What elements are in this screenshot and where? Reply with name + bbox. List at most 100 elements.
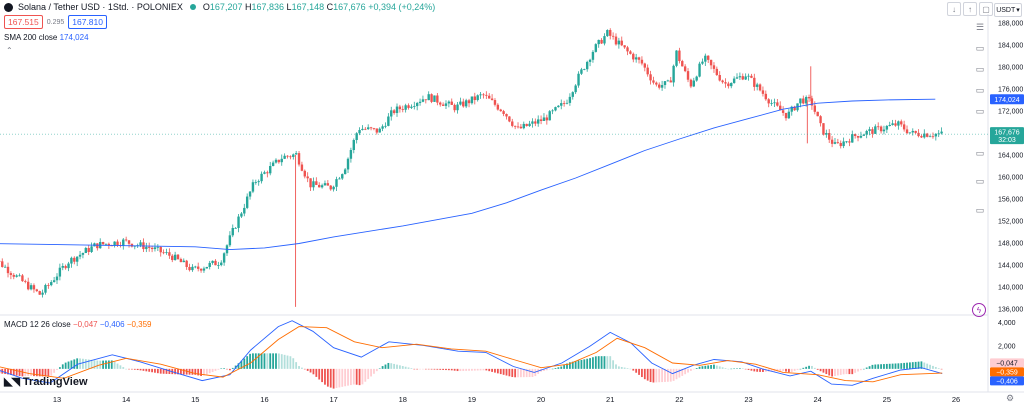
- macd-histogram-bar: [35, 368, 38, 377]
- macd-histogram-bar: [295, 362, 298, 369]
- candle-body: [24, 281, 27, 282]
- candle-body: [1, 261, 4, 267]
- high-key: H: [244, 2, 252, 12]
- candle-body: [802, 98, 805, 104]
- macd-line-badge-label: −0,406: [996, 378, 1018, 385]
- low-key: L: [286, 2, 292, 12]
- sell-button[interactable]: 167.515: [4, 15, 43, 29]
- move-up-icon[interactable]: ↑: [963, 2, 977, 16]
- buy-button[interactable]: 167.810: [68, 15, 107, 29]
- macd-histogram-bar: [214, 368, 217, 371]
- object-tree-icon[interactable]: ☰: [975, 22, 985, 32]
- candle-body: [485, 94, 488, 96]
- macd-histogram-bar: [41, 368, 44, 377]
- candle-body: [871, 129, 874, 134]
- macd-histogram-bar: [718, 366, 721, 369]
- candle-body: [202, 268, 206, 271]
- move-down-icon[interactable]: ↓: [947, 2, 961, 16]
- macd-histogram-bar: [200, 368, 202, 377]
- time-tick-label: 25: [883, 395, 891, 404]
- calendar-icon[interactable]: ▭: [975, 106, 985, 116]
- macd-histogram-bar: [785, 368, 787, 372]
- data-window-icon[interactable]: ▭: [975, 176, 985, 186]
- notifications-icon[interactable]: ▭: [975, 205, 985, 215]
- macd-histogram-bar: [897, 363, 900, 369]
- chart-header: Solana / Tether USD · 1Std. · POLONIEX O…: [4, 2, 435, 12]
- macd-histogram-bar: [393, 363, 396, 369]
- candle-body: [329, 185, 332, 190]
- macd-histogram-bar: [350, 368, 352, 386]
- macd-histogram-bar: [73, 359, 76, 369]
- candle-body: [479, 94, 482, 96]
- macd-histogram-bar: [84, 359, 87, 369]
- currency-select[interactable]: USDT ▾: [994, 3, 1022, 17]
- candle-body: [580, 69, 583, 74]
- macd-histogram-bar: [47, 368, 50, 377]
- candle-body: [634, 57, 638, 60]
- candle-body: [597, 39, 600, 45]
- lightning-icon[interactable]: ϟ: [972, 303, 986, 317]
- alert-list-icon[interactable]: ▭: [975, 64, 985, 74]
- macd-histogram-bar: [21, 368, 24, 377]
- collapse-legend-icon[interactable]: ⌃: [6, 46, 13, 55]
- candle-body: [277, 159, 281, 163]
- macd-histogram-bar: [615, 364, 617, 369]
- candle-body: [522, 123, 525, 129]
- candle-body: [222, 253, 226, 263]
- candle-body: [38, 291, 41, 295]
- time-tick-label: 26: [952, 395, 960, 404]
- macd-histogram-bar: [623, 367, 626, 369]
- candle-body: [352, 140, 355, 151]
- macd-histogram-bar: [151, 368, 153, 373]
- macd-histogram-bar: [30, 368, 32, 376]
- macd-histogram-bar: [606, 356, 609, 369]
- macd-histogram-bar: [321, 368, 323, 383]
- candle-body: [698, 63, 701, 77]
- candle-body: [50, 282, 53, 286]
- candle-body: [81, 252, 85, 255]
- candle-body: [139, 242, 142, 246]
- candle-body: [724, 82, 727, 84]
- macd-histogram-bar: [15, 368, 18, 376]
- candle-body: [911, 130, 914, 133]
- candle-body: [185, 260, 188, 267]
- candle-body: [338, 178, 341, 180]
- gear-icon[interactable]: ⚙: [1006, 393, 1015, 403]
- sma-legend[interactable]: SMA 200 close 174,024: [4, 33, 89, 42]
- macd-histogram-bar: [156, 368, 159, 374]
- macd-histogram-bar: [911, 362, 914, 369]
- watchlist-icon[interactable]: ▭: [975, 43, 985, 53]
- macd-histogram-bar: [58, 367, 61, 369]
- macd-histogram-bar: [831, 368, 833, 377]
- macd-histogram-bar: [422, 368, 424, 370]
- macd-histogram-bar: [482, 368, 485, 371]
- macd-histogram-bar: [511, 368, 514, 378]
- maximize-icon[interactable]: ▢: [979, 2, 993, 16]
- macd-histogram-bar: [119, 365, 122, 369]
- candle-body: [196, 266, 200, 269]
- macd-histogram-bar: [303, 368, 306, 370]
- candle-body: [629, 51, 632, 54]
- sma-line: [0, 98, 936, 251]
- candle-body: [217, 265, 220, 266]
- macd-histogram-bar: [681, 368, 684, 376]
- candle-body: [205, 266, 209, 269]
- symbol-title[interactable]: Solana / Tether USD · 1Std. · POLONIEX: [18, 2, 183, 12]
- candle-body: [430, 94, 433, 102]
- macd-histogram-bar: [687, 368, 689, 373]
- candle-body: [58, 267, 62, 277]
- macd-histogram-bar: [249, 353, 251, 369]
- candle-body: [476, 95, 479, 101]
- candle-body: [536, 119, 540, 124]
- candle-body: [444, 103, 448, 106]
- ideas-icon[interactable]: ▭: [975, 148, 985, 158]
- macd-histogram-bar: [191, 368, 194, 375]
- news-icon[interactable]: ▭: [975, 85, 985, 95]
- macd-legend[interactable]: MACD 12 26 close −0,047 −0,406 −0,359: [4, 320, 152, 329]
- macd-histogram-bar: [750, 368, 753, 371]
- candle-body: [542, 117, 546, 121]
- price-tick-label: 180,000: [998, 64, 1023, 71]
- tradingview-logo[interactable]: ◣◥ TradingView: [4, 375, 88, 389]
- ohlc-readout: O167,207 H167,836 L167,148 C167,676 +0,3…: [203, 2, 435, 12]
